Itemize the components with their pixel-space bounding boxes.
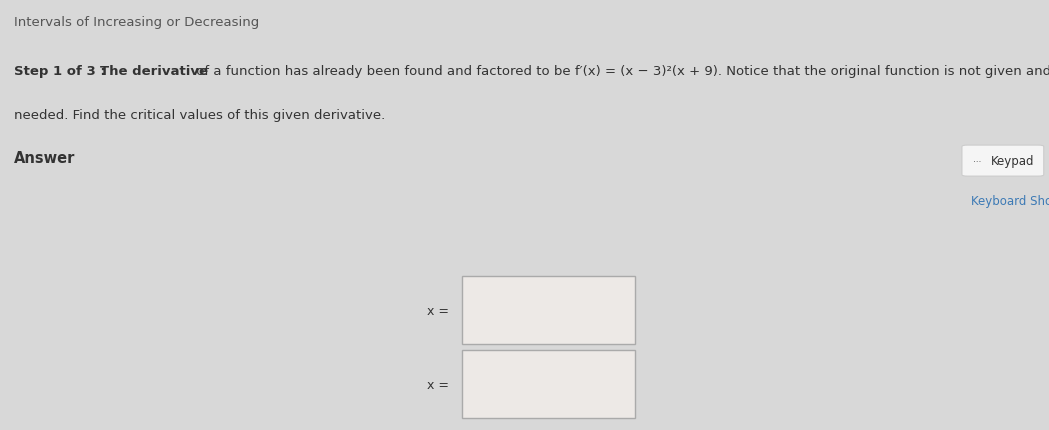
- Text: of a function has already been found and factored to be f′(x) = (x − 3)²(x + 9).: of a function has already been found and…: [192, 65, 1049, 78]
- Bar: [462, 350, 635, 418]
- Text: Intervals of Increasing or Decreasing: Intervals of Increasing or Decreasing: [14, 16, 259, 29]
- Text: x =: x =: [427, 304, 449, 317]
- Text: ⋯: ⋯: [973, 157, 982, 166]
- Text: needed. Find the critical values of this given derivative.: needed. Find the critical values of this…: [14, 108, 385, 121]
- Text: Step 1 of 3 :: Step 1 of 3 :: [14, 65, 110, 78]
- Text: Keyboard Shortcuts: Keyboard Shortcuts: [971, 194, 1049, 207]
- Text: x =: x =: [427, 378, 449, 391]
- Text: Answer: Answer: [14, 150, 76, 165]
- FancyBboxPatch shape: [962, 146, 1044, 177]
- Text: Keypad: Keypad: [991, 155, 1034, 168]
- Text: The derivative: The derivative: [100, 65, 208, 78]
- Bar: [462, 277, 635, 344]
